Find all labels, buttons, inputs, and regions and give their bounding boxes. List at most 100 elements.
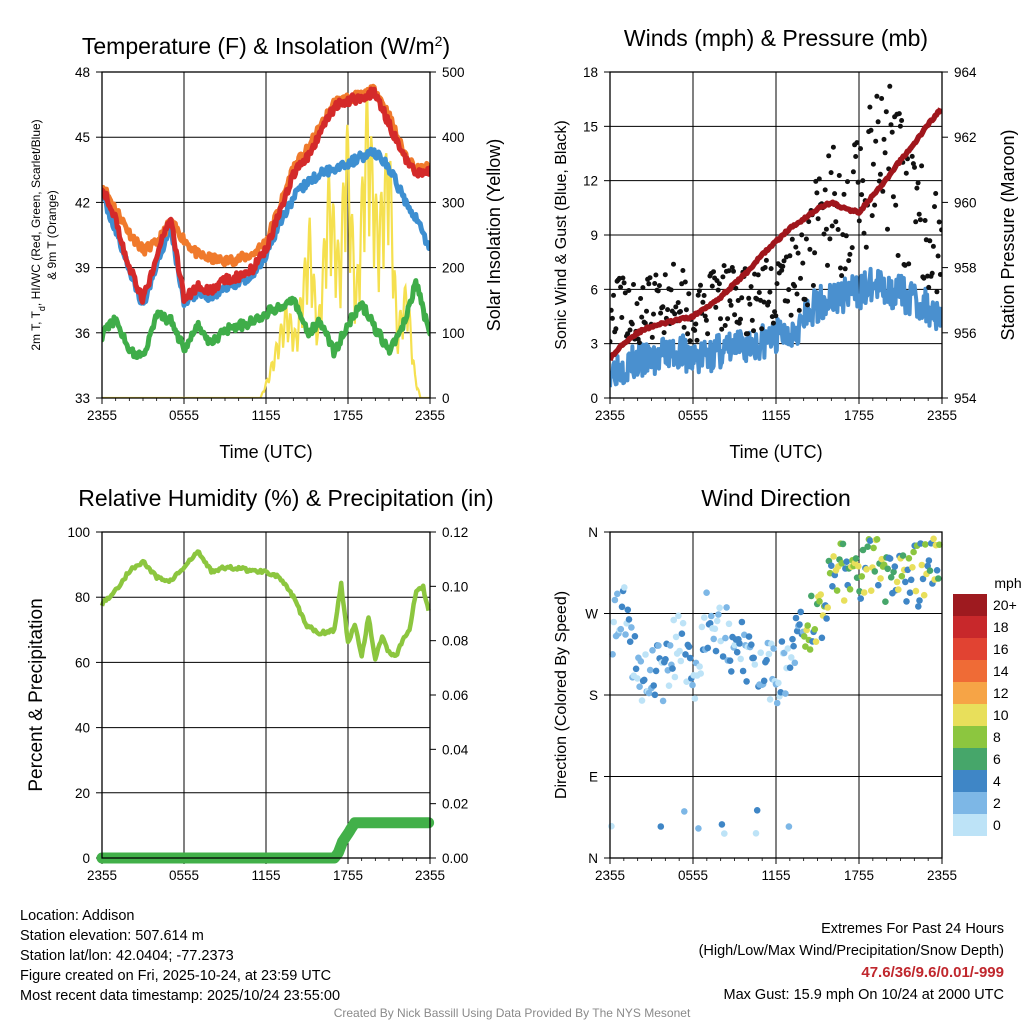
gust-point xyxy=(718,316,723,322)
x-tick-label: 1755 xyxy=(333,408,363,423)
direction-point xyxy=(788,654,795,661)
direction-point xyxy=(703,589,710,596)
gust-point xyxy=(621,280,627,286)
direction-point xyxy=(765,650,773,658)
gust-point xyxy=(639,314,645,320)
x-tick-label: 2355 xyxy=(87,408,117,423)
direction-point xyxy=(722,634,729,642)
gust-point xyxy=(799,232,805,238)
gust-point xyxy=(762,265,768,270)
y2-tick-label: 958 xyxy=(954,261,977,276)
y-tick-label: 48 xyxy=(75,65,90,80)
y2-tick-label: 500 xyxy=(442,65,465,80)
gust-point xyxy=(627,327,633,333)
direction-point xyxy=(816,598,823,605)
series-relative-humidity xyxy=(99,549,431,662)
gust-point xyxy=(733,285,739,291)
gust-point xyxy=(875,119,881,125)
y-tick-label: 18 xyxy=(583,65,598,80)
direction-point xyxy=(867,587,875,594)
direction-point xyxy=(882,598,889,605)
y-tick-label: 42 xyxy=(75,195,90,210)
y2-tick-label: 200 xyxy=(442,261,465,276)
colorbar-label: 18 xyxy=(993,619,1009,635)
direction-point xyxy=(662,656,669,663)
gust-point xyxy=(656,283,662,289)
gust-point xyxy=(673,304,679,310)
gust-point xyxy=(629,321,635,327)
direction-point xyxy=(818,634,826,642)
y2-tick-label: 0.00 xyxy=(442,851,468,866)
y2-axis-label: Solar Insolation (Yellow) xyxy=(484,139,504,331)
station-info: Location: Addison Station elevation: 507… xyxy=(20,906,340,1006)
x-tick-label: 1155 xyxy=(251,868,280,883)
direction-point xyxy=(675,612,682,620)
gust-point xyxy=(700,299,706,305)
direction-point xyxy=(859,546,867,554)
gust-point xyxy=(877,171,883,177)
direction-point xyxy=(689,681,696,689)
direction-point xyxy=(775,679,782,687)
gust-point xyxy=(927,238,933,244)
direction-point xyxy=(886,555,894,562)
gust-point xyxy=(779,267,785,273)
direction-point xyxy=(677,657,685,665)
gust-point xyxy=(652,281,658,286)
direction-point xyxy=(817,591,824,598)
direction-point xyxy=(748,641,755,648)
gust-point xyxy=(732,312,738,318)
gust-point xyxy=(823,226,829,232)
gust-point xyxy=(686,291,692,297)
x-tick-label: 2355 xyxy=(87,868,117,883)
gust-point xyxy=(756,290,762,295)
gust-point xyxy=(687,338,693,344)
direction-point xyxy=(903,598,910,605)
direction-point xyxy=(884,565,891,573)
extremes-fields: (High/Low/Max Wind/Precipitation/Snow De… xyxy=(698,943,1004,959)
direction-point xyxy=(806,646,814,653)
gust-point xyxy=(705,331,711,337)
direction-point xyxy=(808,592,815,600)
gust-point xyxy=(626,288,632,293)
gust-point xyxy=(800,260,806,266)
gust-point xyxy=(836,173,842,178)
direction-point xyxy=(778,638,786,645)
gust-point xyxy=(899,118,905,123)
gust-point xyxy=(893,202,899,208)
gust-point xyxy=(839,273,845,279)
gust-point xyxy=(678,309,683,314)
direction-point xyxy=(701,614,708,621)
axes-border xyxy=(101,531,431,859)
gust-point xyxy=(759,326,765,332)
title-superscript: 2 xyxy=(435,33,443,49)
colorbar-label: 0 xyxy=(993,817,1001,833)
colorbar-label: 2 xyxy=(993,795,1001,811)
gust-point xyxy=(672,311,678,317)
direction-point xyxy=(936,541,943,548)
direction-point xyxy=(726,657,734,664)
gust-point xyxy=(916,211,922,217)
x-tick-label: 0555 xyxy=(169,408,199,423)
gust-point xyxy=(843,233,849,239)
direction-point xyxy=(839,540,847,548)
gust-point xyxy=(610,307,614,313)
direction-point xyxy=(935,575,942,582)
gust-point xyxy=(694,337,700,343)
gust-point xyxy=(772,309,778,315)
direction-point xyxy=(710,635,717,643)
gust-point xyxy=(702,313,708,319)
gust-point xyxy=(854,140,860,146)
axes-border xyxy=(101,71,431,399)
direction-point xyxy=(791,659,799,667)
gust-point xyxy=(651,311,656,317)
colorbar-label: 8 xyxy=(993,729,1001,745)
gust-point xyxy=(780,263,786,269)
gust-point xyxy=(785,298,791,304)
gust-point xyxy=(835,227,841,232)
gust-point xyxy=(816,176,822,182)
direction-point xyxy=(646,666,654,674)
gust-point xyxy=(813,178,819,184)
direction-point xyxy=(930,535,937,543)
direction-point xyxy=(745,633,753,640)
